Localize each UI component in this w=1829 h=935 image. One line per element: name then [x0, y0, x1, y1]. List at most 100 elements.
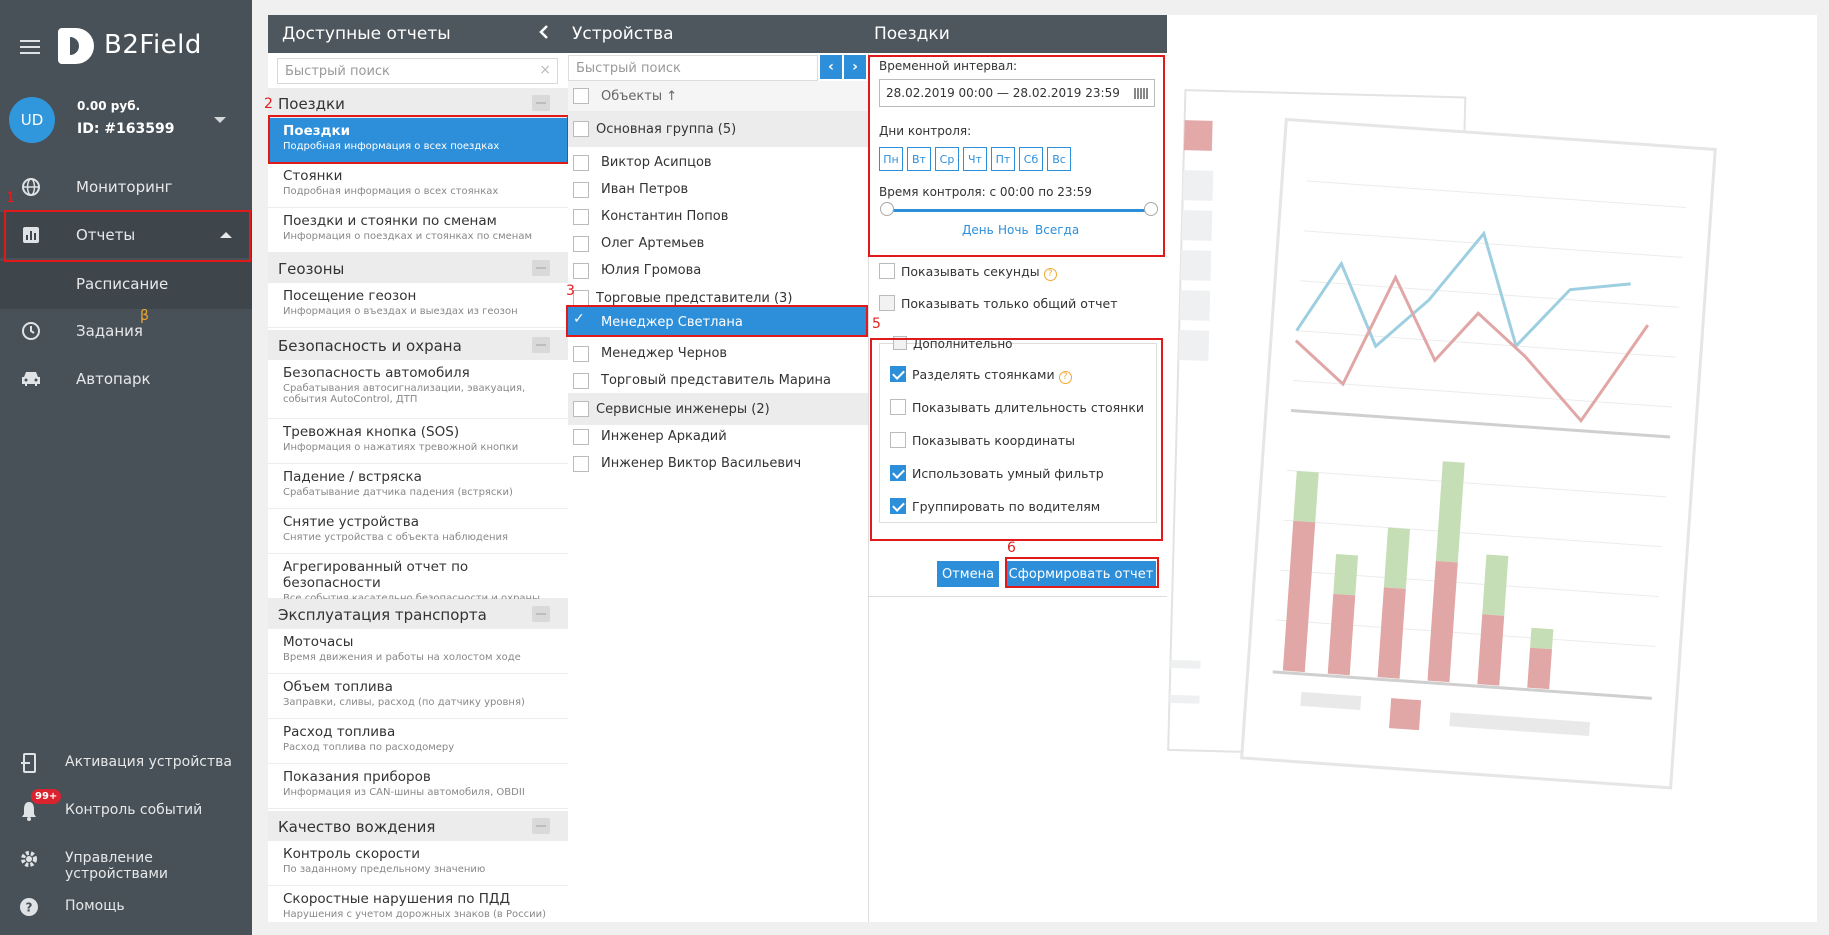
collapse-group-icon[interactable] — [532, 260, 550, 276]
help-icon[interactable]: ? — [1058, 371, 1072, 384]
collapse-group-icon[interactable] — [532, 95, 550, 111]
report-item-removal[interactable]: Снятие устройства Снятие устройства с объ… — [268, 509, 568, 554]
show-seconds-checkbox[interactable] — [879, 263, 895, 279]
day-thu[interactable]: Чт — [963, 147, 987, 171]
menu-icon[interactable] — [20, 40, 40, 54]
device-row[interactable]: Инженер Аркадий — [568, 423, 868, 450]
generate-report-button[interactable]: Сформировать отчет — [1006, 561, 1156, 587]
device-row[interactable]: Торговый представитель Марина — [568, 367, 868, 394]
collapse-group-icon[interactable] — [532, 606, 550, 622]
device-checkbox[interactable] — [573, 373, 589, 389]
report-item-geozone-visits[interactable]: Посещение геозон Информация о въездах и в… — [268, 283, 568, 328]
day-mon[interactable]: Пн — [879, 147, 903, 171]
devices-search-input[interactable]: Быстрый поиск — [568, 55, 818, 81]
device-row[interactable]: Менеджер Чернов — [568, 340, 868, 367]
nav-help[interactable]: ? Помощь — [0, 887, 252, 927]
device-checkbox[interactable] — [573, 155, 589, 171]
objects-header[interactable]: Объекты ↑ — [568, 81, 868, 111]
collapse-group-icon[interactable] — [532, 337, 550, 353]
device-checkbox[interactable] — [573, 429, 589, 445]
device-checkbox[interactable] — [573, 236, 589, 252]
time-slider-track[interactable] — [887, 209, 1151, 212]
device-checkbox[interactable] — [573, 263, 589, 279]
checkmark-icon[interactable]: ✓ — [573, 311, 585, 327]
report-item-stops[interactable]: Стоянки Подробная информация о всех стоян… — [268, 163, 568, 208]
report-item-speed-control[interactable]: Контроль скорости По заданному предельном… — [268, 841, 568, 886]
nav-monitoring[interactable]: Мониторинг — [0, 164, 252, 210]
report-item-motohours[interactable]: Моточасы Время движения и работы на холос… — [268, 629, 568, 674]
report-group-geozones[interactable]: Геозоны — [268, 253, 568, 283]
device-group-service[interactable]: Сервисные инженеры (2) — [568, 393, 868, 425]
device-row[interactable]: Константин Попов — [568, 203, 868, 230]
report-item-instruments[interactable]: Показания приборов Информация из CAN-шины… — [268, 764, 568, 809]
report-item-fuel-consumption[interactable]: Расход топлива Расход топлива по расходом… — [268, 719, 568, 764]
report-group-security[interactable]: Безопасность и охрана — [268, 330, 568, 360]
collapse-icon[interactable] — [538, 24, 550, 45]
coordinates-checkbox[interactable] — [890, 432, 906, 448]
device-row[interactable]: Инженер Виктор Васильевич — [568, 450, 868, 477]
reports-search-input[interactable]: Быстрый поиск × — [277, 58, 558, 84]
nav-device-activation[interactable]: Активация устройства — [0, 743, 252, 783]
report-item-speed-violations[interactable]: Скоростные нарушения по ПДД Нарушения с у… — [268, 886, 568, 922]
device-group-main[interactable]: Основная группа (5) — [568, 111, 868, 147]
report-item-trips[interactable]: Поездки Подробная информация о всех поезд… — [268, 118, 568, 163]
next-icon[interactable]: › — [844, 55, 866, 79]
link-night[interactable]: Ночь — [998, 223, 1029, 237]
report-item-fall[interactable]: Падение / встряска Срабатывание датчика п… — [268, 464, 568, 509]
report-item-sos[interactable]: Тревожная кнопка (SOS) Информация о нажат… — [268, 419, 568, 464]
chevron-up-icon[interactable] — [220, 232, 232, 238]
group-drivers-checkbox[interactable] — [890, 498, 906, 514]
group-checkbox[interactable] — [573, 290, 589, 306]
report-group-trips[interactable]: Поездки — [268, 88, 568, 118]
device-checkbox[interactable] — [573, 182, 589, 198]
day-fri[interactable]: Пт — [991, 147, 1015, 171]
calendar-icon[interactable] — [1134, 88, 1148, 99]
cancel-button[interactable]: Отмена — [937, 561, 999, 587]
nav-event-control[interactable]: 99+ Контроль событий — [0, 789, 252, 831]
split-stops-checkbox[interactable] — [890, 366, 906, 382]
select-all-checkbox[interactable] — [573, 88, 589, 104]
report-group-operation[interactable]: Эксплуатация транспорта — [268, 599, 568, 629]
device-row[interactable]: Иван Петров — [568, 176, 868, 203]
link-day[interactable]: День — [962, 223, 994, 237]
report-item-car-security[interactable]: Безопасность автомобиля Срабатывания авто… — [268, 360, 568, 419]
time-slider-start[interactable] — [880, 202, 894, 216]
stop-duration-checkbox[interactable] — [890, 399, 906, 415]
day-tue[interactable]: Вт — [907, 147, 931, 171]
chevron-down-icon[interactable] — [214, 117, 226, 123]
day-wed[interactable]: Ср — [935, 147, 959, 171]
device-checkbox[interactable] — [573, 456, 589, 472]
nav-reports[interactable]: Отчеты — [0, 212, 252, 258]
link-always[interactable]: Всегда — [1035, 223, 1080, 237]
report-group-driving[interactable]: Качество вождения — [268, 811, 568, 841]
report-item-shifts[interactable]: Поездки и стоянки по сменам Информация о … — [268, 208, 568, 253]
interval-input[interactable]: 28.02.2019 00:00 — 28.02.2019 23:59 — [879, 79, 1155, 107]
collapse-group-icon[interactable] — [532, 818, 550, 834]
day-sun[interactable]: Вс — [1047, 147, 1071, 171]
nav-device-management[interactable]: Управление устройствами — [0, 839, 252, 882]
nav-fleet[interactable]: Автопарк — [0, 356, 252, 402]
avatar[interactable]: UD — [9, 97, 55, 143]
day-sat[interactable]: Сб — [1019, 147, 1043, 171]
nav-schedule[interactable]: Расписание — [0, 261, 252, 309]
group-checkbox[interactable] — [573, 121, 589, 137]
highlight-box-5 — [870, 338, 1163, 541]
time-slider-end[interactable] — [1144, 202, 1158, 216]
device-row[interactable]: Виктор Асипцов — [568, 149, 868, 176]
help-icon[interactable]: ? — [1043, 268, 1057, 281]
device-row[interactable]: Юлия Громова — [568, 257, 868, 284]
device-checkbox[interactable] — [573, 346, 589, 362]
report-item-fuel-volume[interactable]: Объем топлива Заправки, сливы, расход (по… — [268, 674, 568, 719]
total-only-checkbox[interactable] — [879, 295, 895, 311]
prev-icon[interactable]: ‹ — [820, 55, 842, 79]
group-checkbox[interactable] — [573, 401, 589, 417]
device-checkbox[interactable] — [573, 209, 589, 225]
annotation-6: 6 — [1007, 540, 1016, 556]
report-desc: Информация о въездах и выездах из геозон — [283, 306, 518, 317]
clear-icon[interactable]: × — [539, 62, 551, 78]
report-item-aggregated[interactable]: Агрегированный отчет по безопасности Все … — [268, 554, 568, 604]
nav-tasks[interactable]: Задания — [0, 308, 252, 354]
device-row-selected[interactable]: ✓ Менеджер Светлана — [568, 307, 868, 337]
smart-filter-checkbox[interactable] — [890, 465, 906, 481]
device-row[interactable]: Олег Артемьев — [568, 230, 868, 257]
